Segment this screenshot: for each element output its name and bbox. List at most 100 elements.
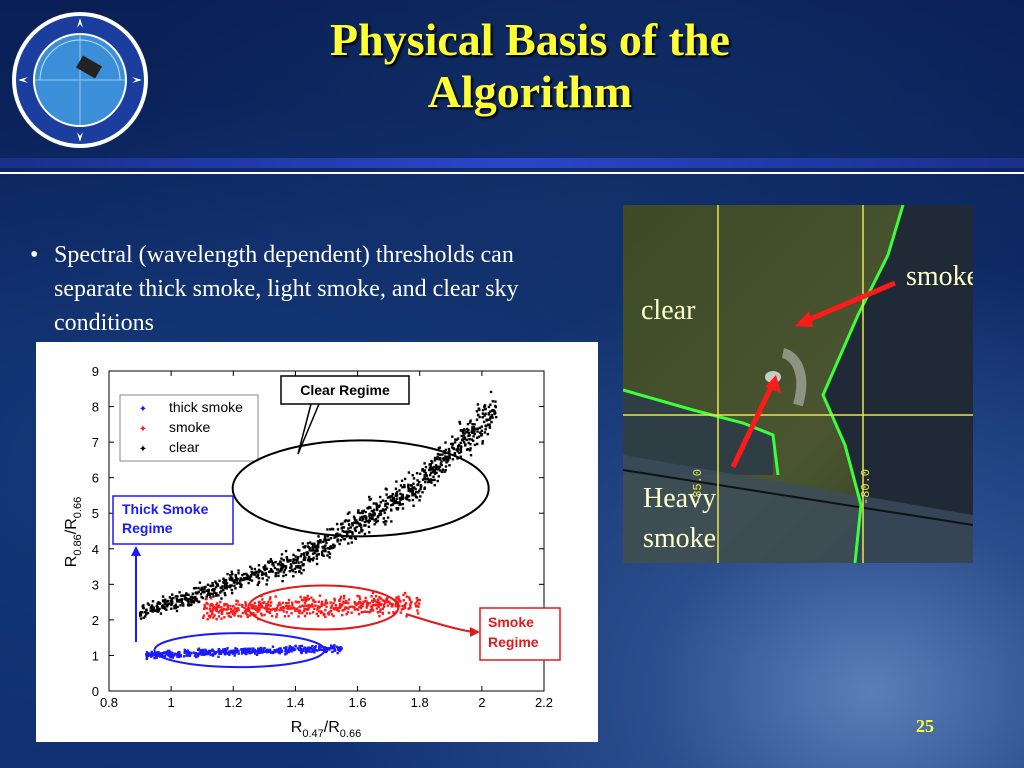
point-clear bbox=[438, 465, 442, 468]
point-clear bbox=[459, 429, 463, 432]
point-clear bbox=[434, 464, 438, 467]
point-thick-smoke bbox=[178, 653, 181, 657]
point-thick-smoke bbox=[228, 650, 231, 653]
point-clear bbox=[220, 590, 223, 593]
point-clear bbox=[310, 549, 313, 552]
point-clear bbox=[296, 559, 299, 562]
point-clear bbox=[440, 463, 443, 467]
point-thick-smoke bbox=[145, 656, 149, 659]
point-smoke bbox=[209, 614, 212, 617]
point-thick-smoke bbox=[169, 651, 172, 654]
point-thick-smoke bbox=[223, 649, 227, 652]
point-smoke bbox=[257, 601, 261, 604]
point-clear bbox=[264, 566, 267, 569]
point-clear bbox=[375, 502, 378, 505]
point-smoke bbox=[382, 603, 386, 607]
point-clear bbox=[249, 573, 253, 577]
point-smoke bbox=[347, 598, 351, 601]
point-clear bbox=[417, 491, 420, 494]
point-clear bbox=[253, 571, 256, 574]
point-clear bbox=[290, 568, 294, 572]
satellite-image-svg: -85.0 -80.0 bbox=[623, 205, 973, 563]
point-clear bbox=[442, 457, 446, 460]
point-thick-smoke bbox=[241, 648, 245, 651]
point-smoke bbox=[243, 606, 246, 610]
smoke-arrow bbox=[800, 280, 896, 326]
point-smoke bbox=[416, 612, 420, 615]
point-clear bbox=[182, 604, 185, 607]
point-clear bbox=[401, 507, 405, 510]
point-smoke bbox=[332, 601, 335, 605]
point-thick-smoke bbox=[280, 650, 283, 654]
point-smoke bbox=[312, 600, 315, 603]
point-clear bbox=[475, 436, 479, 439]
point-smoke bbox=[416, 609, 419, 612]
point-thick-smoke bbox=[303, 646, 306, 649]
point-clear bbox=[257, 568, 261, 572]
point-thick-smoke bbox=[304, 651, 308, 654]
point-clear bbox=[364, 517, 367, 520]
point-clear bbox=[459, 441, 463, 445]
point-smoke bbox=[235, 599, 238, 602]
point-clear bbox=[192, 587, 196, 590]
point-clear bbox=[274, 574, 277, 578]
point-clear bbox=[172, 596, 175, 600]
point-smoke bbox=[307, 604, 310, 607]
point-clear bbox=[349, 530, 352, 533]
point-smoke bbox=[403, 604, 407, 608]
point-clear bbox=[432, 478, 435, 482]
point-clear bbox=[338, 533, 342, 536]
point-thick-smoke bbox=[188, 652, 191, 655]
point-clear bbox=[176, 595, 179, 598]
point-thick-smoke bbox=[257, 647, 260, 650]
point-clear bbox=[190, 598, 193, 601]
point-smoke bbox=[354, 602, 357, 605]
point-clear bbox=[237, 572, 240, 575]
point-smoke bbox=[359, 606, 363, 610]
point-clear bbox=[233, 580, 236, 583]
point-clear bbox=[347, 542, 350, 545]
point-thick-smoke bbox=[212, 653, 215, 656]
point-clear bbox=[271, 563, 274, 566]
point-smoke bbox=[315, 612, 319, 615]
point-clear bbox=[161, 595, 165, 598]
y-tick-label: 5 bbox=[92, 506, 99, 521]
point-clear bbox=[376, 519, 379, 523]
point-smoke bbox=[377, 604, 380, 607]
point-clear bbox=[269, 558, 273, 561]
point-clear bbox=[194, 586, 198, 590]
point-clear bbox=[192, 596, 196, 600]
point-clear bbox=[444, 458, 448, 461]
point-thick-smoke bbox=[318, 648, 321, 652]
point-thick-smoke bbox=[246, 649, 249, 652]
point-clear bbox=[459, 455, 463, 458]
point-clear bbox=[282, 558, 285, 562]
point-clear bbox=[363, 520, 367, 524]
point-clear bbox=[429, 473, 432, 477]
point-clear bbox=[347, 519, 351, 522]
point-clear bbox=[171, 593, 174, 596]
point-clear bbox=[424, 472, 427, 475]
point-clear bbox=[476, 403, 480, 406]
point-smoke bbox=[336, 606, 339, 610]
point-smoke bbox=[282, 610, 286, 613]
point-smoke bbox=[303, 614, 307, 618]
point-smoke bbox=[305, 612, 309, 615]
point-clear bbox=[223, 583, 227, 586]
point-clear bbox=[487, 405, 491, 409]
point-clear bbox=[414, 487, 417, 491]
point-clear bbox=[215, 594, 218, 597]
point-thick-smoke bbox=[327, 647, 331, 650]
point-clear bbox=[316, 540, 320, 543]
point-thick-smoke bbox=[284, 653, 287, 656]
point-thick-smoke bbox=[311, 644, 314, 648]
point-smoke bbox=[225, 602, 228, 606]
point-thick-smoke bbox=[237, 652, 240, 655]
point-clear bbox=[327, 538, 331, 541]
point-thick-smoke bbox=[202, 651, 205, 654]
point-clear bbox=[401, 486, 404, 489]
point-clear bbox=[311, 559, 315, 562]
point-clear bbox=[226, 585, 229, 588]
point-clear bbox=[189, 600, 193, 603]
point-thick-smoke bbox=[338, 649, 341, 653]
